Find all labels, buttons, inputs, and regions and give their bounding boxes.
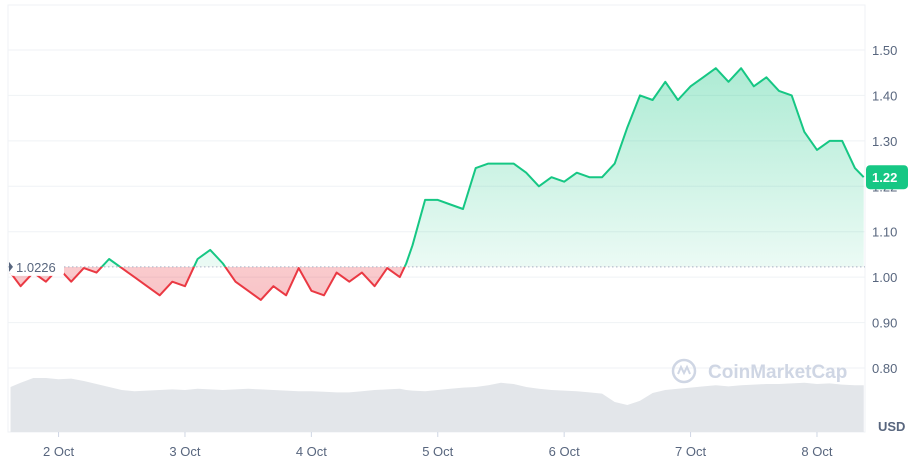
x-tick-label: 4 Oct xyxy=(296,444,327,459)
price-fill xyxy=(10,68,864,300)
current-price-value: 1.22 xyxy=(872,170,897,185)
price-line xyxy=(9,67,865,301)
y-tick-label: 1.50 xyxy=(872,43,897,58)
watermark: CoinMarketCap xyxy=(671,358,847,384)
price-fill-up xyxy=(10,68,864,267)
volume-area xyxy=(10,378,864,432)
y-axis: 1.50 1.40 1.30 1.22 1.10 1.00 0.90 0.80 xyxy=(872,43,897,376)
current-price-badge: 1.22 xyxy=(866,165,908,190)
price-line-down xyxy=(9,266,406,301)
x-tick-label: 6 Oct xyxy=(549,444,580,459)
volume-area-shape xyxy=(10,378,864,432)
y-tick-label: 1.30 xyxy=(872,134,897,149)
x-axis: 2 Oct 3 Oct 4 Oct 5 Oct 6 Oct 7 Oct 8 Oct xyxy=(43,432,833,459)
y-tick-label: 1.40 xyxy=(872,88,897,103)
coinmarketcap-logo-icon xyxy=(671,358,697,384)
watermark-text: CoinMarketCap xyxy=(708,362,847,383)
baseline-label: 1.0226 xyxy=(9,257,64,276)
price-line-up xyxy=(100,67,865,267)
x-tick-label: 8 Oct xyxy=(801,444,832,459)
x-tick-label: 5 Oct xyxy=(422,444,453,459)
price-fill-down xyxy=(10,266,405,300)
x-tick-label: 7 Oct xyxy=(675,444,706,459)
unit-label: USD xyxy=(878,419,905,434)
x-tick-label: 3 Oct xyxy=(169,444,200,459)
current-price-badge-bg xyxy=(866,165,908,190)
baseline-label-bg xyxy=(10,257,64,276)
y-tick-label: 0.80 xyxy=(872,361,897,376)
y-tick-label: 0.90 xyxy=(872,316,897,331)
y-tick-label: 1.10 xyxy=(872,225,897,240)
coinmarketcap-logo-mark xyxy=(677,364,691,376)
x-tick-label: 2 Oct xyxy=(43,444,74,459)
baseline-value: 1.0226 xyxy=(16,260,56,275)
baseline-pointer-icon xyxy=(9,261,13,272)
y-tick-label: 1.00 xyxy=(872,270,897,285)
